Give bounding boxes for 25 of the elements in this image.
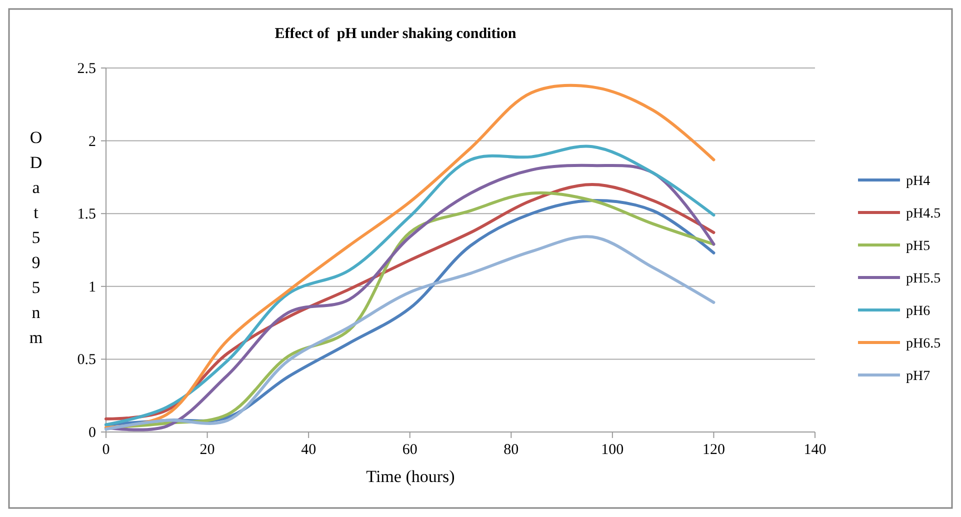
y-tick-label: 0 bbox=[88, 425, 96, 441]
x-tick-label: 100 bbox=[601, 442, 624, 458]
text: OD at 595 nm bbox=[29, 128, 43, 347]
line-series bbox=[104, 235, 716, 431]
x-tick-label: 80 bbox=[504, 442, 519, 458]
legend-label: pH7 bbox=[906, 369, 930, 384]
y-tick-label: 0.5 bbox=[77, 352, 96, 368]
x-axis-title: Time (hours) bbox=[366, 467, 455, 486]
x-tick-label: 20 bbox=[200, 442, 215, 458]
x-tick-label: 0 bbox=[102, 442, 110, 458]
legend-label: pH6.5 bbox=[906, 336, 941, 352]
legend-label: pH4 bbox=[906, 174, 930, 189]
y-tick-label: 1 bbox=[88, 279, 96, 296]
legend-label: pH5 bbox=[906, 239, 930, 254]
x-tick-label: 120 bbox=[702, 442, 725, 458]
legend-label: pH6 bbox=[906, 304, 930, 319]
y-tick-label: 2.5 bbox=[77, 61, 96, 77]
y-tick-label: 1.5 bbox=[77, 206, 96, 223]
legend-label: pH5.5 bbox=[906, 272, 941, 286]
legend-label: pH4.5 bbox=[906, 206, 941, 222]
x-tick-label: 60 bbox=[402, 442, 418, 458]
y-tick-label: 2 bbox=[88, 134, 96, 150]
x-tick-label: 140 bbox=[804, 442, 826, 458]
chart-title: Effect of pH under shaking condition bbox=[274, 26, 517, 42]
x-tick-label: 40 bbox=[301, 442, 316, 458]
